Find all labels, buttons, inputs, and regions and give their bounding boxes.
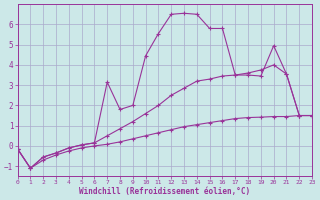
X-axis label: Windchill (Refroidissement éolien,°C): Windchill (Refroidissement éolien,°C)	[79, 187, 250, 196]
